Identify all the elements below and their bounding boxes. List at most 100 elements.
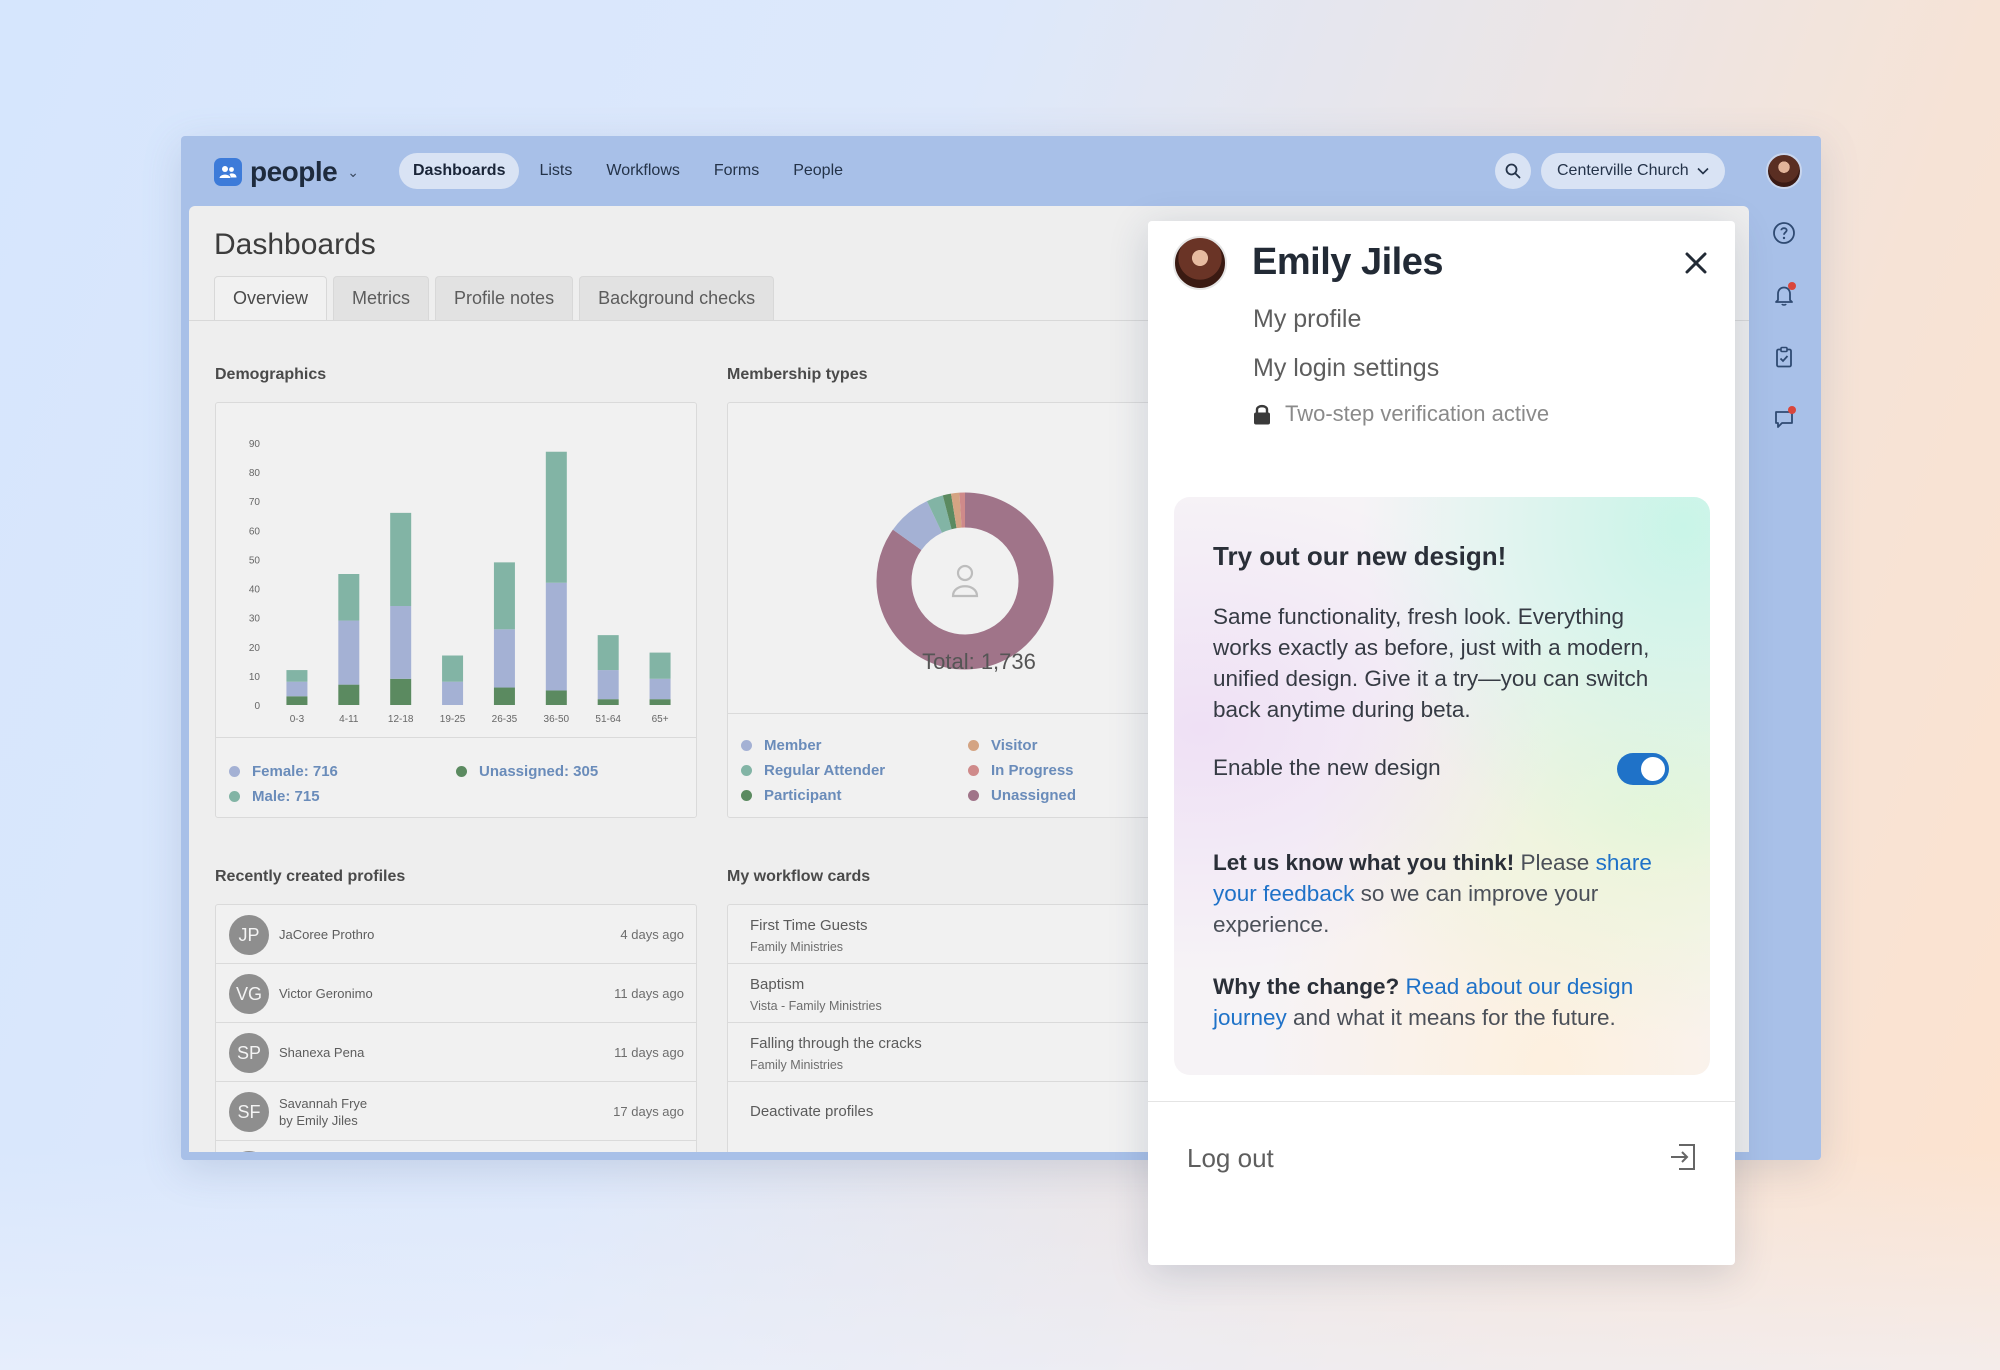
profile-popover: Emily Jiles My profile My login settings…: [1148, 221, 1735, 1265]
nav-dashboards[interactable]: Dashboards: [399, 153, 520, 189]
bar-segment: [390, 678, 412, 705]
close-icon: [1685, 252, 1707, 274]
bell-icon[interactable]: [1767, 278, 1801, 312]
tab-overview[interactable]: Overview: [214, 276, 328, 320]
search-icon: [1505, 163, 1521, 179]
chat-icon[interactable]: [1767, 402, 1801, 436]
app-name: people: [250, 156, 338, 187]
dashboard-tabs: Overview Metrics Profile notes Backgroun…: [214, 276, 775, 320]
user-avatar[interactable]: [1766, 153, 1802, 189]
app-logo[interactable]: people ⌄: [214, 156, 359, 188]
help-icon[interactable]: [1767, 216, 1801, 250]
tab-metrics[interactable]: Metrics: [333, 276, 430, 320]
notification-dot: [1788, 282, 1796, 290]
nav-lists[interactable]: Lists: [539, 162, 573, 179]
workflow-card-row[interactable]: Deactivate profiles: [728, 1082, 1346, 1141]
bar-segment: [597, 699, 619, 705]
y-tick-label: 60: [249, 526, 261, 537]
bar-segment: [597, 670, 619, 700]
workflow-subtitle: Family Ministries: [750, 940, 844, 954]
legend-dot: [741, 790, 752, 801]
bar-segment: [597, 635, 619, 671]
person-icon: [951, 564, 979, 598]
bar-segment: [493, 687, 515, 705]
feedback-text: so we can improve your experience.: [1213, 881, 1599, 937]
legend-dot: [229, 791, 240, 802]
search-button[interactable]: [1495, 153, 1531, 189]
login-settings-link[interactable]: My login settings: [1253, 354, 1440, 382]
workflow-card-row[interactable]: First Time Guests Family Ministries: [728, 905, 1346, 964]
y-tick-label: 40: [249, 585, 261, 596]
recent-profiles-title: Recently created profiles: [215, 868, 406, 885]
demographics-title: Demographics: [215, 366, 327, 383]
bar-segment: [545, 451, 567, 583]
bar-segment: [442, 655, 464, 682]
bar-segment: [649, 678, 671, 700]
share-feedback-link[interactable]: share your feedback: [1213, 850, 1652, 906]
profile-created-by: by Emily Jiles: [279, 1113, 358, 1128]
my-profile-link[interactable]: My profile: [1253, 305, 1362, 333]
two-step-label: Two-step verification active: [1285, 401, 1550, 426]
legend-label: Member: [764, 737, 822, 754]
workflow-card-row[interactable]: Falling through the cracks Family Minist…: [728, 1023, 1346, 1082]
bar-segment: [545, 582, 567, 691]
log-out-icon[interactable]: [1667, 1141, 1699, 1173]
toggle-knob: [1641, 757, 1665, 781]
membership-donut-chart: [876, 492, 1054, 670]
profile-row[interactable]: SP Shanexa Pena 11 days ago: [216, 1023, 696, 1082]
profile-row[interactable]: SF Savannah Frye by Emily Jiles 17 days a…: [216, 1082, 696, 1141]
legend-dot: [968, 790, 979, 801]
y-tick-label: 70: [249, 497, 261, 508]
nav-forms[interactable]: Forms: [713, 162, 760, 179]
profile-row[interactable]: JP JaCoree Prothro 4 days ago: [216, 905, 696, 964]
log-out-button[interactable]: Log out: [1187, 1143, 1274, 1173]
clipboard-check-icon[interactable]: [1767, 340, 1801, 374]
y-tick-label: 20: [249, 643, 261, 654]
legend-dot: [968, 765, 979, 776]
workflow-subtitle: Vista - Family Ministries: [750, 999, 882, 1013]
nav-people[interactable]: People: [793, 162, 844, 179]
legend-label: Unassigned: [991, 787, 1077, 804]
legend-unassigned: Unassigned: 305: [456, 763, 598, 780]
bar-segment: [338, 620, 360, 685]
profile-created-time: 17 days ago: [613, 1104, 684, 1119]
chevron-down-icon: ⌄: [347, 163, 359, 180]
enable-new-design-toggle[interactable]: [1617, 753, 1669, 785]
membership-title: Membership types: [727, 366, 868, 383]
recent-profiles-list: JP JaCoree Prothro 4 days ago VG Victor …: [215, 904, 697, 1152]
workflow-subtitle: Family Ministries: [750, 1058, 844, 1072]
profile-name-text: Savannah Frye: [279, 1096, 368, 1111]
legend-unassigned: Unassigned: [968, 787, 1076, 804]
x-tick-label: 19-25: [440, 714, 466, 725]
workflow-card-row[interactable]: Baptism Vista - Family Ministries: [728, 964, 1346, 1023]
bar-segment: [286, 681, 308, 697]
avatar: SF: [229, 1092, 269, 1132]
org-switcher[interactable]: Centerville Church: [1541, 153, 1725, 189]
feedback-paragraph: Let us know what you think! Please share…: [1213, 847, 1683, 940]
promo-body: Same functionality, fresh look. Everythi…: [1213, 604, 1650, 722]
tab-background-checks[interactable]: Background checks: [579, 276, 775, 320]
chevron-down-icon: [1697, 167, 1709, 175]
profile-name: Victor Geronimo: [279, 986, 373, 1001]
legend-label: Female: 716: [252, 763, 338, 780]
legend-participant: Participant: [741, 787, 842, 804]
popover-divider: [1148, 1101, 1735, 1102]
tab-profile-notes[interactable]: Profile notes: [435, 276, 574, 320]
profile-created-time: 11 days ago: [614, 986, 684, 1001]
toggle-label: Enable the new design: [1213, 755, 1441, 780]
legend-label: Male: 715: [252, 788, 320, 805]
people-logo-icon: [214, 158, 242, 186]
donut-slice: [876, 492, 1054, 670]
nav-workflows[interactable]: Workflows: [606, 162, 680, 179]
workflow-title: Baptism: [750, 976, 805, 993]
right-rail: [1767, 216, 1807, 464]
top-bar: people ⌄ Dashboards Lists Workflows Form…: [181, 136, 1821, 206]
profile-name: Savannah Frye by Emily Jiles: [279, 1095, 367, 1129]
legend-dot: [229, 766, 240, 777]
design-journey-link[interactable]: Read about our design journey: [1213, 974, 1634, 1030]
feedback-text: Please: [1514, 850, 1596, 875]
bar-segment: [493, 562, 515, 630]
close-button[interactable]: [1676, 243, 1716, 283]
donut-slice: [892, 501, 943, 551]
profile-row[interactable]: VG Victor Geronimo 11 days ago: [216, 964, 696, 1023]
